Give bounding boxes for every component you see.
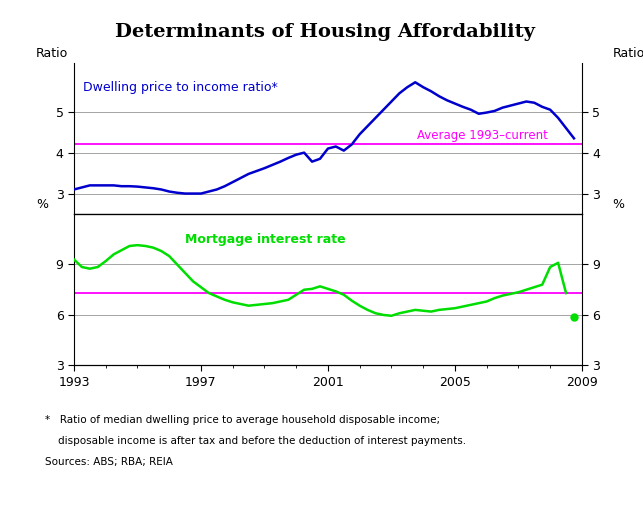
Text: %: %: [612, 198, 624, 211]
Text: %: %: [36, 198, 48, 211]
Text: Dwelling price to income ratio*: Dwelling price to income ratio*: [84, 81, 278, 94]
Text: Ratio: Ratio: [36, 46, 68, 60]
Text: Average 1993–current: Average 1993–current: [417, 128, 548, 141]
Text: Determinants of Housing Affordability: Determinants of Housing Affordability: [114, 23, 535, 41]
Text: disposable income is after tax and before the deduction of interest payments.: disposable income is after tax and befor…: [45, 436, 466, 446]
Text: Mortgage interest rate: Mortgage interest rate: [185, 232, 346, 245]
Text: *   Ratio of median dwelling price to average household disposable income;: * Ratio of median dwelling price to aver…: [45, 415, 440, 425]
Text: Sources: ABS; RBA; REIA: Sources: ABS; RBA; REIA: [45, 457, 173, 467]
Text: Ratio: Ratio: [612, 46, 643, 60]
